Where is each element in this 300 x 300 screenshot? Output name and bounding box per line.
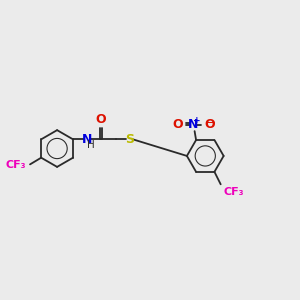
Text: O: O [204,118,215,131]
Text: CF₃: CF₃ [6,160,26,170]
Text: −: − [206,116,216,129]
Text: O: O [95,113,106,126]
Text: +: + [194,116,201,125]
Text: O: O [172,118,183,130]
Text: N: N [82,133,92,146]
Text: CF₃: CF₃ [224,187,244,197]
Text: N: N [188,118,198,131]
Text: H: H [87,140,94,150]
Text: S: S [125,133,134,146]
